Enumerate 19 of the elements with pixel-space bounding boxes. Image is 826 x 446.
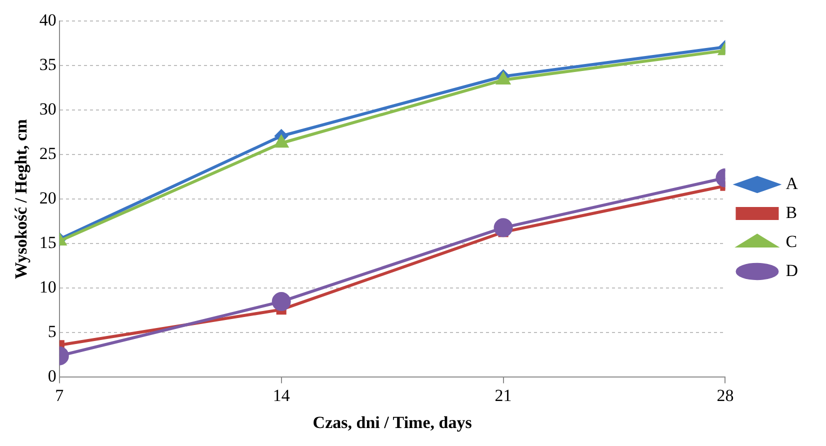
- x-tick-label: 14: [272, 386, 290, 405]
- y-tick-label: 20: [39, 188, 56, 208]
- y-tick-label: 10: [39, 278, 56, 297]
- legend-label: B: [786, 202, 798, 222]
- legend-label: A: [786, 174, 799, 193]
- y-tick-label: 15: [39, 233, 56, 252]
- legend-label: D: [786, 260, 798, 280]
- y-tick-label: 5: [48, 322, 56, 342]
- y-tick-label: 25: [39, 144, 56, 164]
- x-tick-label: 21: [494, 386, 512, 405]
- y-tick-label: 35: [39, 55, 56, 74]
- y-tick-label: 40: [39, 10, 56, 30]
- y-tick-label: 30: [39, 100, 56, 119]
- y-axis-title: Wysokość / Heght, cm: [12, 119, 31, 280]
- x-tick-label: 7: [55, 386, 64, 405]
- y-tick-label: 0: [48, 366, 56, 386]
- legend-label: C: [786, 232, 798, 251]
- x-axis-title: Czas, dni / Time, days: [312, 413, 472, 432]
- x-tick-label: 28: [716, 386, 734, 405]
